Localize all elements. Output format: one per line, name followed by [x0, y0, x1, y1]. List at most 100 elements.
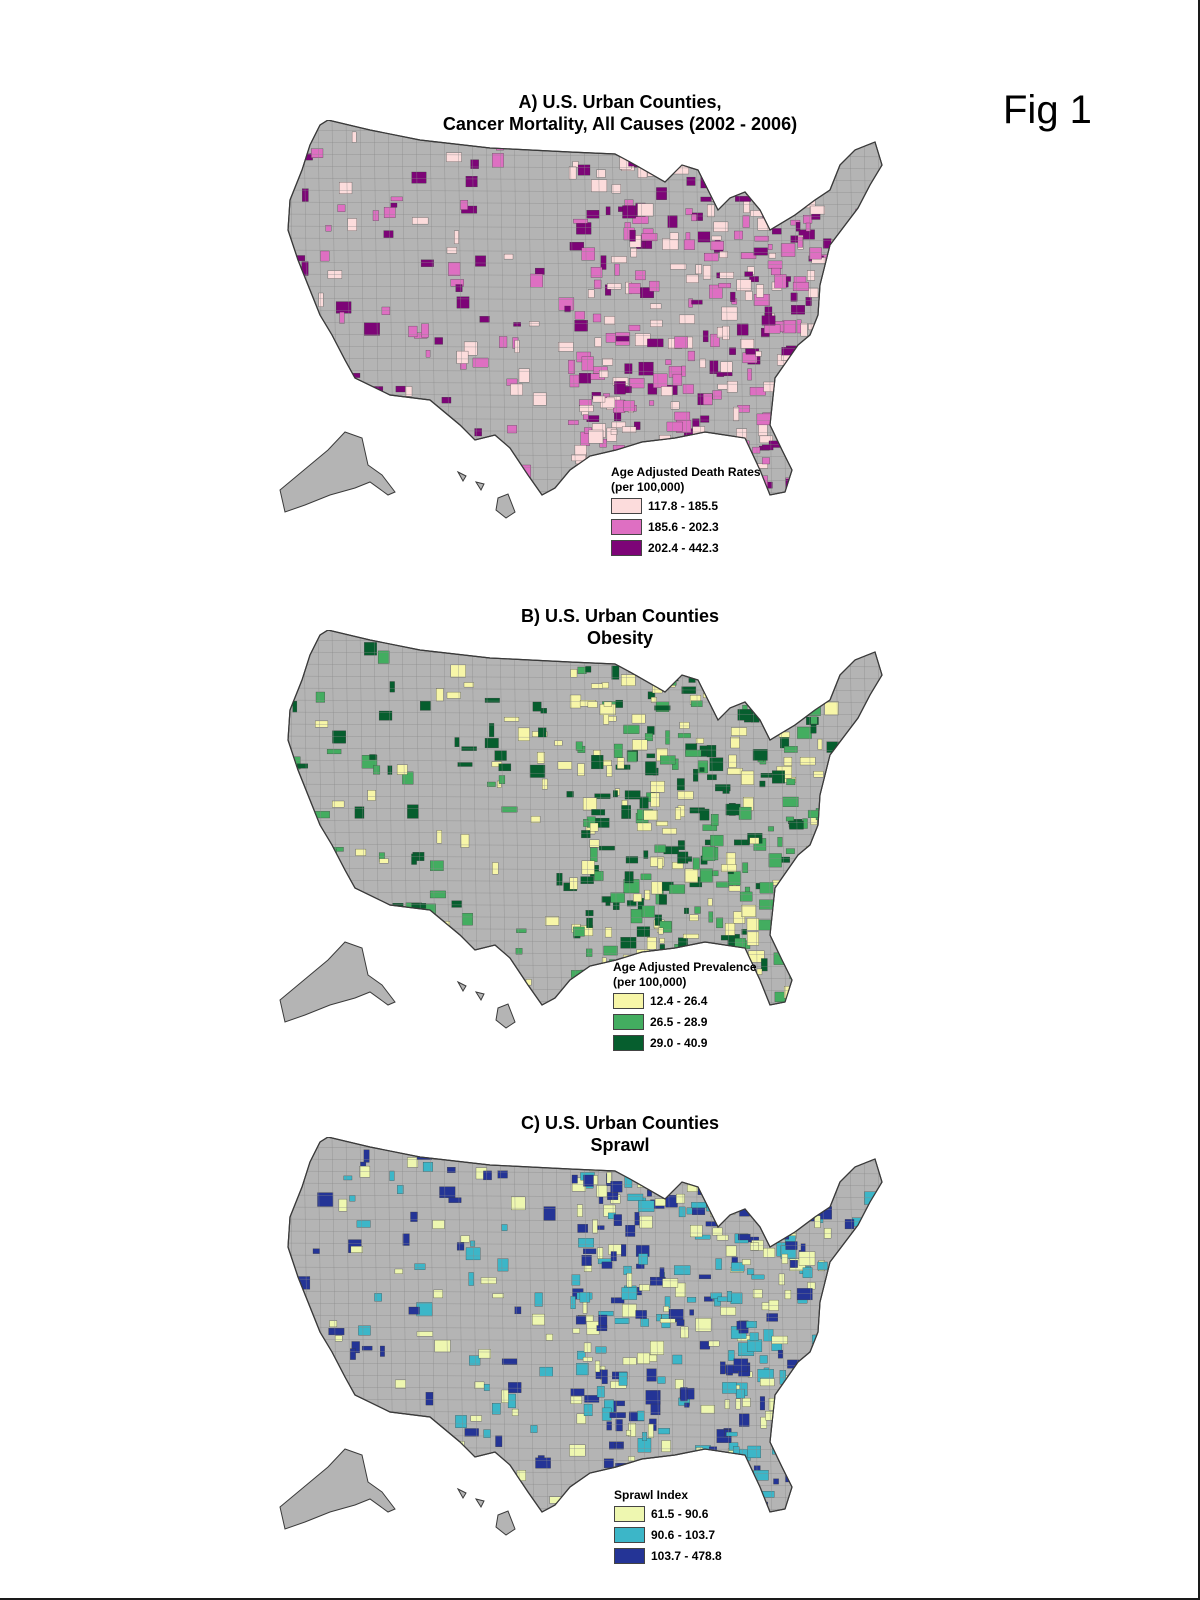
shaded-county [708, 911, 714, 923]
county-boundary [288, 321, 882, 326]
shaded-county [824, 1470, 833, 1479]
shaded-county [695, 1318, 712, 1332]
shaded-county [603, 1458, 614, 1469]
shaded-county [601, 1369, 608, 1384]
shaded-county [605, 927, 612, 938]
shaded-county [661, 386, 673, 396]
map-panel-a: A) U.S. Urban Counties, Cancer Mortality… [0, 0, 1200, 560]
shaded-county [807, 1282, 816, 1290]
shaded-county [596, 1325, 608, 1332]
shaded-county [610, 1297, 625, 1304]
legend-swatch [611, 519, 642, 535]
shaded-county [700, 1465, 710, 1474]
shaded-county [692, 1158, 708, 1165]
shaded-county [827, 1366, 835, 1375]
shaded-county [422, 1162, 433, 1172]
shaded-county [581, 860, 595, 875]
county-boundary [288, 1266, 882, 1271]
us-county-map [279, 630, 883, 1029]
shaded-county [611, 184, 621, 194]
shaded-county [699, 358, 706, 368]
county-boundary [288, 723, 882, 728]
shaded-county [806, 1198, 813, 1206]
shaded-county [747, 368, 752, 381]
shaded-county [731, 1262, 745, 1272]
legend-item-low: 117.8 - 185.5 [611, 496, 761, 516]
shaded-county [629, 229, 636, 242]
shaded-county [532, 1313, 545, 1326]
shaded-county [789, 820, 804, 830]
shaded-county [607, 283, 622, 290]
shaded-county [669, 884, 685, 894]
shaded-county [539, 1366, 553, 1377]
shaded-county [726, 381, 738, 393]
shaded-county [866, 1292, 881, 1300]
shaded-county [799, 1190, 815, 1197]
shaded-county [691, 1202, 707, 1209]
shaded-county [465, 176, 478, 188]
shaded-county [469, 1355, 481, 1366]
shaded-county [737, 709, 752, 721]
coastline [287, 630, 883, 1006]
shaded-county [474, 1381, 485, 1389]
legend-label: 29.0 - 40.9 [650, 1036, 708, 1050]
shaded-county [809, 1201, 821, 1209]
shaded-county [474, 428, 482, 437]
shaded-county [639, 1284, 650, 1291]
shaded-county [677, 840, 685, 851]
shaded-county [742, 215, 750, 228]
shaded-county [583, 1165, 599, 1170]
shaded-county [511, 1408, 519, 1416]
shaded-county [755, 1501, 768, 1512]
shaded-county [752, 1289, 763, 1299]
shaded-county [638, 1200, 655, 1212]
shaded-county [397, 1185, 404, 1194]
shaded-county [460, 1235, 470, 1243]
shaded-county [811, 1146, 826, 1151]
shaded-county [618, 1372, 628, 1386]
shaded-county [857, 1414, 864, 1428]
shaded-county [622, 1303, 637, 1318]
shaded-county [761, 315, 776, 326]
shaded-county [740, 252, 757, 259]
shaded-county [722, 1382, 737, 1394]
county-boundary [288, 1230, 882, 1235]
shaded-county [581, 1255, 592, 1266]
hawaii-inset [456, 470, 516, 519]
shaded-county [609, 1412, 626, 1418]
shaded-county [605, 206, 611, 216]
shaded-county [629, 378, 645, 389]
shaded-county [665, 359, 672, 365]
shaded-county [680, 856, 693, 862]
legend: Age Adjusted Death Rates (per 100,000) 1… [611, 465, 761, 558]
shaded-county [730, 736, 740, 749]
shaded-county [722, 1479, 733, 1494]
county-boundary [569, 1137, 577, 1512]
shaded-county [455, 1415, 467, 1428]
shaded-county [628, 1423, 636, 1437]
shaded-county [695, 738, 704, 744]
shaded-county [772, 1226, 785, 1232]
county-boundary [289, 1137, 297, 1512]
shaded-county [814, 1472, 822, 1482]
shaded-county [763, 1247, 776, 1258]
shaded-county [694, 906, 701, 914]
shaded-county [861, 1430, 875, 1439]
county-boundary [288, 309, 882, 314]
shaded-county [611, 256, 627, 263]
shaded-county [643, 850, 649, 859]
shaded-county [817, 1442, 832, 1454]
county-boundary [288, 1290, 882, 1295]
shaded-county [729, 1193, 742, 1201]
shaded-county [568, 166, 577, 180]
shaded-county [710, 241, 724, 251]
shaded-county [470, 1240, 476, 1247]
shaded-county [806, 1210, 815, 1222]
shaded-county [639, 1215, 653, 1229]
shaded-county [380, 1345, 385, 1357]
shaded-county [676, 1319, 685, 1326]
shaded-county [675, 807, 681, 820]
shaded-county [420, 259, 434, 267]
shaded-county [625, 1225, 636, 1237]
shaded-county [700, 868, 713, 883]
